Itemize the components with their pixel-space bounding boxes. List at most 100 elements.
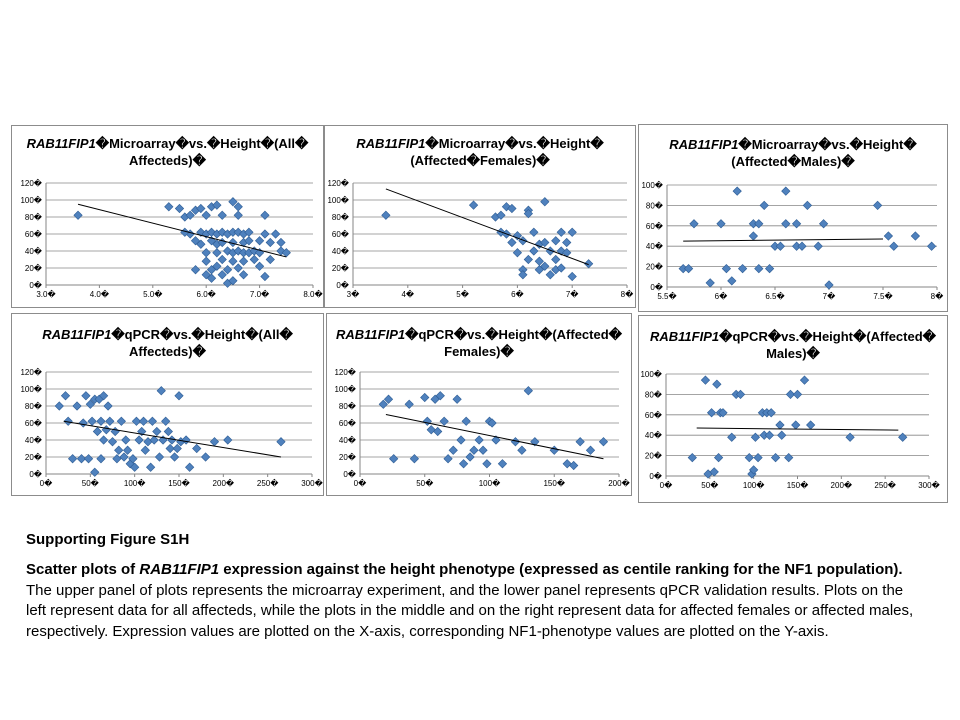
data-point — [260, 229, 270, 239]
scatter-plot: 0� 20� 40� 60� 80� 100� 0� 50� 100� 150� 200� 250� 3… — [640, 369, 940, 490]
data-point — [265, 254, 275, 265]
y-tick-label: 40� — [339, 435, 357, 445]
data-point — [567, 271, 577, 282]
y-tick-label: 0� — [343, 469, 356, 479]
data-point — [824, 280, 834, 290]
y-tick-label: 40� — [25, 246, 43, 256]
data-point — [507, 237, 517, 248]
data-point — [276, 237, 286, 248]
data-point — [482, 459, 492, 469]
data-point — [439, 416, 449, 426]
data-point — [110, 426, 120, 437]
x-tick-label: 150� — [543, 478, 565, 488]
chart-panel-microarray-males: RAB11FIP1�Microarray�vs.�Height� (Affect… — [638, 124, 948, 312]
scatter-plot: 0� 20� 40� 60� 80� 100� 120� 0� 50� 100� 150� 200� — [334, 367, 630, 488]
x-tick-label: 6.0� — [197, 289, 217, 299]
data-point — [67, 454, 78, 464]
x-tick-label: 0� — [660, 480, 673, 490]
data-point — [383, 394, 394, 404]
data-point — [727, 432, 737, 442]
data-point — [131, 416, 142, 426]
x-tick-label: 5� — [456, 289, 469, 299]
y-tick-label: 80� — [645, 389, 663, 399]
x-tick-label: 8� — [621, 289, 634, 299]
data-point — [164, 202, 174, 212]
y-tick-label: 60� — [645, 410, 663, 420]
data-point — [146, 462, 156, 472]
data-point — [152, 426, 162, 437]
trendline — [683, 238, 884, 242]
y-tick-label: 20� — [339, 452, 357, 462]
data-point — [114, 445, 124, 455]
figure-heading: Supporting Figure S1H — [26, 531, 190, 548]
data-point — [228, 197, 238, 207]
data-point — [806, 420, 816, 430]
y-tick-label: 20� — [332, 263, 350, 273]
y-tick-label: 0� — [650, 282, 663, 292]
data-point — [409, 454, 420, 464]
x-tick-label: 6� — [715, 291, 728, 301]
y-tick-label: 20� — [25, 452, 43, 462]
data-point — [737, 264, 748, 274]
data-point — [802, 200, 813, 211]
data-point — [754, 264, 764, 274]
data-point — [174, 391, 184, 401]
trendline — [385, 188, 589, 266]
data-point — [81, 391, 91, 401]
data-point — [200, 452, 211, 462]
data-point — [523, 254, 533, 265]
data-point — [99, 435, 109, 445]
data-point — [85, 399, 95, 409]
data-point — [233, 263, 243, 273]
data-point — [107, 437, 118, 447]
chart-title: RAB11FIP1�qPCR�vs.�Height�(Affected� Fem… — [335, 327, 622, 359]
trendline — [77, 203, 287, 258]
data-point — [426, 425, 436, 435]
data-point — [270, 229, 281, 239]
y-tick-label: 40� — [25, 435, 43, 445]
x-tick-label: 150� — [787, 480, 809, 490]
data-point — [105, 416, 115, 426]
data-point — [683, 264, 694, 274]
x-tick-label: 300� — [301, 478, 323, 488]
chart-title: RAB11FIP1�Microarray�vs.�Height�(All� Af… — [26, 136, 309, 168]
trendline — [63, 420, 282, 458]
x-tick-label: 200� — [831, 480, 853, 490]
x-tick-label: 300� — [918, 480, 940, 490]
data-point — [378, 399, 388, 409]
y-tick-label: 0� — [29, 280, 42, 290]
trendline — [696, 427, 899, 431]
x-tick-label: 7.5� — [873, 291, 893, 301]
data-point — [192, 443, 202, 454]
data-point — [845, 432, 855, 442]
data-point — [709, 467, 719, 477]
chart-title: RAB11FIP1�qPCR�vs.�Height�(Affected� Mal… — [649, 329, 936, 361]
data-point — [134, 435, 144, 445]
data-point — [540, 197, 550, 207]
data-point — [276, 437, 286, 447]
data-point — [435, 391, 445, 401]
data-point — [501, 202, 512, 212]
x-tick-label: 3� — [347, 289, 360, 299]
data-point — [478, 445, 488, 455]
data-point — [713, 453, 724, 463]
data-point — [87, 416, 97, 426]
data-point — [562, 459, 572, 469]
data-point — [448, 445, 458, 455]
data-point — [201, 210, 211, 220]
y-tick-label: 60� — [646, 221, 664, 231]
y-tick-label: 120� — [334, 367, 356, 377]
y-tick-label: 0� — [29, 469, 42, 479]
data-point — [72, 401, 82, 411]
y-tick-label: 40� — [646, 241, 664, 251]
data-point — [249, 254, 259, 265]
figure-caption: Scatter plots of RAB11FIP1 expression ag… — [26, 561, 914, 640]
data-point — [456, 435, 466, 445]
data-point — [910, 231, 921, 241]
data-point — [784, 453, 794, 463]
data-point — [172, 443, 182, 454]
data-point — [212, 200, 222, 210]
data-point — [465, 452, 475, 462]
data-point — [584, 259, 594, 269]
x-tick-label: 5.5� — [657, 291, 677, 301]
